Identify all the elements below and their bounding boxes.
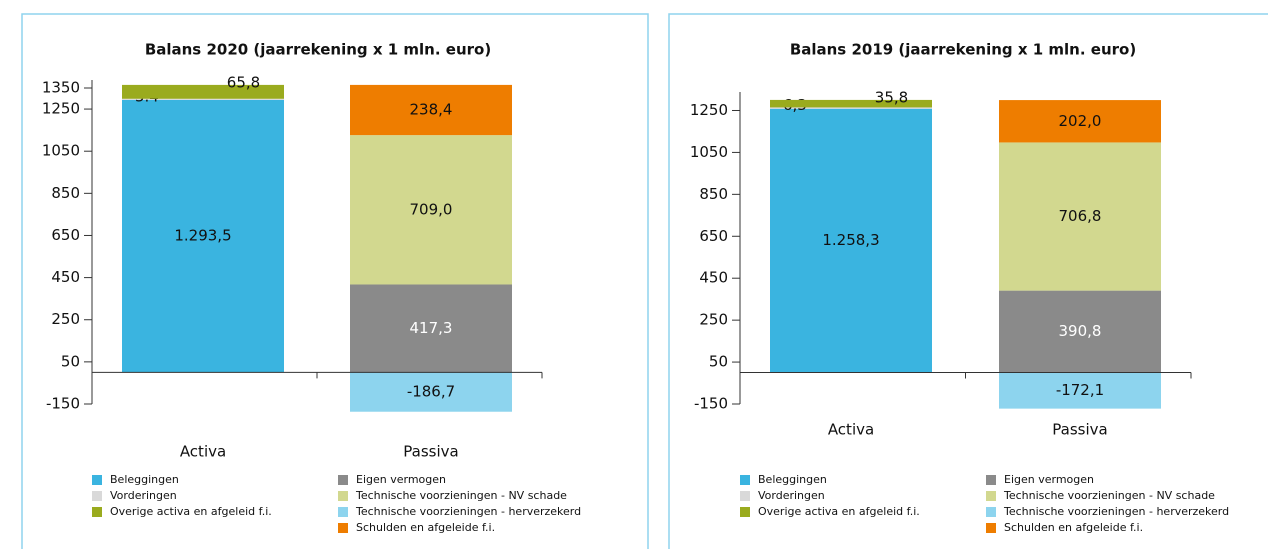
bar-segment: [350, 135, 512, 285]
y-tick-label: 650: [699, 227, 728, 245]
legend-swatch: [92, 507, 102, 517]
legend-swatch: [338, 523, 348, 533]
legend-swatch: [740, 475, 750, 485]
bar-segment: [350, 84, 512, 136]
value-label: 706,8: [1059, 207, 1102, 225]
x-tick-label: Passiva: [403, 443, 458, 461]
legend-swatch: [740, 507, 750, 517]
bar-segment: [770, 107, 932, 109]
value-label: 65,8: [227, 73, 260, 91]
legend-label: Eigen vermogen: [1004, 473, 1094, 486]
panel-border: [21, 13, 649, 553]
panel-border: [668, 13, 1268, 553]
y-tick-label: 850: [699, 185, 728, 203]
legend-label: Technische voorzieningen - herverzekerd: [355, 505, 581, 518]
legend-label: Vorderingen: [110, 489, 177, 502]
value-label: 238,4: [410, 101, 453, 119]
legend-label: Beleggingen: [110, 473, 179, 486]
legend-label: Vorderingen: [758, 489, 825, 502]
y-tick-label: 50: [709, 353, 728, 371]
y-tick-label: 1350: [42, 79, 80, 97]
value-label: 202,0: [1059, 112, 1102, 130]
legend-label: Overige activa en afgeleid f.i.: [110, 505, 272, 518]
bar-segment: [770, 99, 932, 108]
y-tick-label: -150: [694, 395, 728, 413]
legend-swatch: [986, 507, 996, 517]
y-tick-label: 1250: [690, 101, 728, 119]
value-label: 390,8: [1059, 322, 1102, 340]
bar-segment: [350, 372, 512, 412]
legend-swatch: [92, 491, 102, 501]
legend-label: Schulden en afgeleide f.i.: [356, 521, 495, 534]
y-tick-label: 50: [61, 352, 80, 370]
bar-segment: [122, 98, 284, 100]
legend-label: Schulden en afgeleide f.i.: [1004, 521, 1143, 534]
legend-label: Technische voorzieningen - NV schade: [1003, 489, 1215, 502]
value-label: 1.293,5: [174, 227, 231, 245]
bar-segment: [999, 290, 1161, 373]
legend-label: Technische voorzieningen - NV schade: [355, 489, 567, 502]
value-label: 417,3: [410, 319, 453, 337]
x-tick-label: Activa: [828, 421, 874, 439]
bar-segment: [122, 99, 284, 373]
value-label: 1.258,3: [822, 231, 879, 249]
x-tick-label: Activa: [180, 443, 226, 461]
legend-swatch: [338, 491, 348, 501]
bar-segment: [999, 100, 1161, 143]
value-label: -172,1: [1056, 381, 1104, 399]
legend-label: Technische voorzieningen - herverzekerd: [1003, 505, 1229, 518]
legend-swatch: [986, 491, 996, 501]
bar-segment: [350, 284, 512, 373]
y-tick-label: 450: [699, 269, 728, 287]
value-label: -186,7: [407, 383, 455, 401]
bar-segment: [999, 372, 1161, 409]
value-label: 35,8: [875, 88, 908, 106]
legend-swatch: [92, 475, 102, 485]
y-tick-label: 250: [51, 310, 80, 328]
legend-swatch: [338, 475, 348, 485]
y-tick-label: 1050: [42, 142, 80, 160]
y-tick-label: 450: [51, 268, 80, 286]
y-tick-label: 1050: [690, 143, 728, 161]
legend-swatch: [338, 507, 348, 517]
legend-swatch: [986, 523, 996, 533]
y-tick-label: 650: [51, 226, 80, 244]
legend-label: Eigen vermogen: [356, 473, 446, 486]
bar-segment: [999, 142, 1161, 291]
y-tick-label: 250: [699, 311, 728, 329]
y-tick-label: -150: [46, 395, 80, 413]
chart-title: Balans 2019 (jaarrekening x 1 mln. euro): [790, 41, 1136, 59]
bar-segment: [770, 108, 932, 373]
x-tick-label: Passiva: [1052, 421, 1107, 439]
chart-title: Balans 2020 (jaarrekening x 1 mln. euro): [145, 41, 491, 59]
bar-segment: [122, 84, 284, 99]
legend-swatch: [740, 491, 750, 501]
y-tick-label: 850: [51, 184, 80, 202]
legend-label: Beleggingen: [758, 473, 827, 486]
legend-swatch: [986, 475, 996, 485]
y-tick-label: 1250: [42, 100, 80, 118]
legend-label: Overige activa en afgeleid f.i.: [758, 505, 920, 518]
value-label: 709,0: [410, 200, 453, 218]
